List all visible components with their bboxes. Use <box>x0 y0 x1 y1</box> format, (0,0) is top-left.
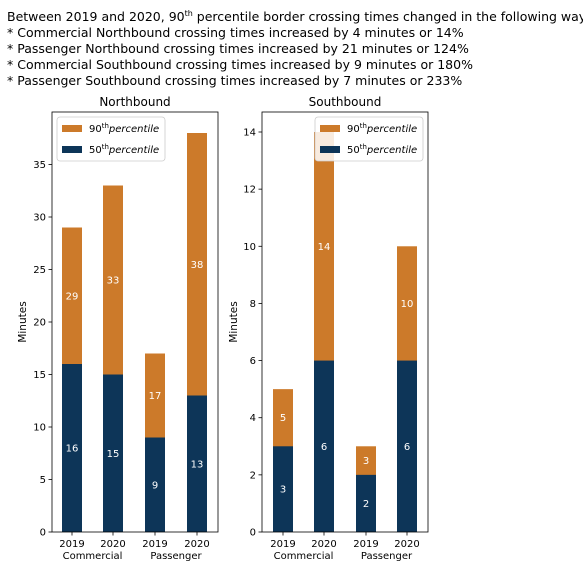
headline: Between 2019 and 2020, 90th percentile b… <box>7 6 583 89</box>
legend-label: 50thpercentile <box>89 143 159 156</box>
headline-bullet: * Passenger Southbound crossing times in… <box>7 73 463 89</box>
headline-intro-prefix: Between 2019 and 2020, 90 <box>7 9 185 25</box>
y-tick-label: 14 <box>243 128 256 139</box>
x-tick-label: 2019 <box>353 539 378 550</box>
x-tick-label: 2020 <box>311 539 336 550</box>
chart-panel-northbound: Northbound 29 33 17 38 16 15 9 13 0 5 10 15 20 25 30 35 2… <box>17 95 219 562</box>
legend-label: 90thpercentile <box>347 122 417 135</box>
y-tick-label: 0 <box>250 528 256 539</box>
y-tick-label: 15 <box>33 370 46 381</box>
x-tick-label: 2020 <box>394 539 419 550</box>
chart-panel-southbound: Southbound 5 14 3 10 3 6 2 6 0 2 4 6 8 10 12 14 2019 2020 2… <box>228 95 429 562</box>
data-label: 13 <box>191 459 204 470</box>
bar-p50 <box>397 360 417 532</box>
y-tick-label: 0 <box>40 528 46 539</box>
data-label: 2 <box>363 499 369 510</box>
headline-intro-sup: th <box>184 9 193 18</box>
data-label: 17 <box>149 391 162 402</box>
data-label: 14 <box>318 242 331 253</box>
y-tick-label: 2 <box>250 470 256 481</box>
legend-box <box>56 116 166 162</box>
x-tick-label: 2020 <box>184 539 209 550</box>
legend-swatch-p90 <box>320 125 340 132</box>
y-tick-label: 4 <box>250 413 256 424</box>
y-tick-label: 8 <box>250 299 256 310</box>
y-axis-label: Minutes <box>17 301 29 342</box>
data-label: 38 <box>191 260 204 271</box>
y-axis-label: Minutes <box>228 301 240 342</box>
bar-p50 <box>273 446 293 532</box>
data-label: 33 <box>107 276 120 287</box>
legend-label: 50thpercentile <box>347 143 417 156</box>
y-tick-label: 5 <box>40 475 46 486</box>
data-label: 5 <box>280 413 286 424</box>
data-label: 3 <box>280 485 286 496</box>
y-tick-label: 20 <box>33 318 46 329</box>
headline-intro-suffix: percentile border crossing times changed… <box>192 9 583 25</box>
data-label: 9 <box>152 480 158 491</box>
data-label: 15 <box>107 449 120 460</box>
y-tick-label: 10 <box>243 242 256 253</box>
y-tick-label: 6 <box>250 356 256 367</box>
bar-p50 <box>356 474 376 532</box>
legend: 90thpercentile 50thpercentile <box>56 116 166 162</box>
chart-title: Northbound <box>99 95 170 109</box>
bar-p50 <box>145 437 165 532</box>
y-tick-label: 35 <box>33 160 46 171</box>
data-label: 6 <box>321 442 327 453</box>
y-tick-label: 25 <box>33 265 46 276</box>
data-label: 29 <box>66 291 79 302</box>
data-label: 16 <box>66 444 79 455</box>
bar-p50 <box>187 395 207 532</box>
x-group-label: Passenger <box>150 551 202 562</box>
headline-bullet: * Commercial Northbound crossing times i… <box>7 25 464 41</box>
data-label: 10 <box>401 299 414 310</box>
x-tick-label: 2019 <box>270 539 295 550</box>
headline-bullet: * Commercial Southbound crossing times i… <box>7 57 473 73</box>
x-group-label: Commercial <box>63 551 123 562</box>
y-tick-label: 10 <box>33 423 46 434</box>
legend: 90thpercentile 50thpercentile <box>314 116 424 162</box>
x-tick-label: 2019 <box>59 539 84 550</box>
y-tick-label: 12 <box>243 185 256 196</box>
bar-p50 <box>62 364 82 532</box>
legend-box <box>314 116 424 162</box>
x-tick-label: 2019 <box>142 539 167 550</box>
x-tick-label: 2020 <box>100 539 125 550</box>
data-label: 3 <box>363 456 369 467</box>
headline-intro: Between 2019 and 2020, 90th percentile b… <box>7 6 583 25</box>
legend-swatch-p50 <box>62 146 82 153</box>
legend-swatch-p90 <box>62 125 82 132</box>
bar-p50 <box>103 374 123 532</box>
x-group-label: Commercial <box>274 551 334 562</box>
chart-title: Southbound <box>309 95 382 109</box>
headline-bullet: * Passenger Northbound crossing times in… <box>7 41 469 57</box>
plot-frame <box>261 111 429 533</box>
legend-label: 90thpercentile <box>89 122 159 135</box>
legend-swatch-p50 <box>320 146 340 153</box>
bar-p50 <box>314 360 334 532</box>
data-label: 6 <box>404 442 410 453</box>
y-tick-label: 30 <box>33 213 46 224</box>
x-group-label: Passenger <box>361 551 413 562</box>
